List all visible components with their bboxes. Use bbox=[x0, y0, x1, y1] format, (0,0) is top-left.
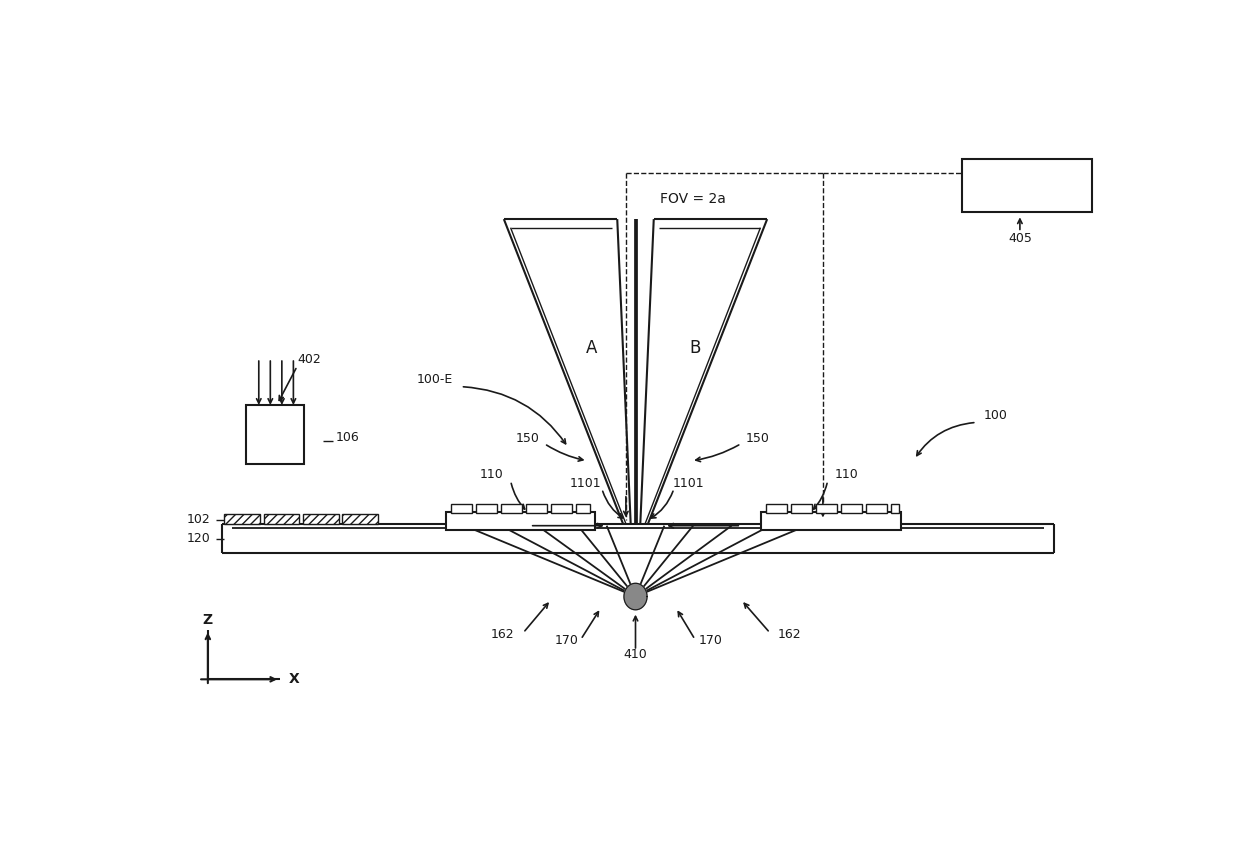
Text: 162: 162 bbox=[491, 628, 515, 641]
Text: 402: 402 bbox=[298, 353, 321, 366]
Bar bbox=[526, 504, 547, 513]
Bar bbox=[962, 159, 1092, 212]
Text: 102: 102 bbox=[187, 513, 211, 525]
Bar bbox=[841, 504, 862, 513]
Text: 1101: 1101 bbox=[569, 476, 601, 490]
Bar bbox=[303, 514, 339, 524]
Bar bbox=[892, 504, 899, 513]
Text: 170: 170 bbox=[554, 635, 578, 648]
Text: 162: 162 bbox=[777, 628, 801, 641]
Bar bbox=[264, 514, 299, 524]
Text: 100: 100 bbox=[983, 409, 1007, 422]
Bar bbox=[501, 504, 522, 513]
Text: 410: 410 bbox=[624, 648, 647, 660]
Text: 150: 150 bbox=[516, 433, 539, 445]
Bar bbox=[342, 514, 378, 524]
Text: X: X bbox=[289, 673, 300, 686]
Bar bbox=[791, 504, 812, 513]
Bar bbox=[816, 504, 837, 513]
Bar bbox=[451, 504, 472, 513]
Bar bbox=[446, 512, 595, 530]
Text: 120: 120 bbox=[187, 532, 211, 545]
Text: 100-E: 100-E bbox=[417, 373, 453, 386]
Text: 1101: 1101 bbox=[672, 476, 704, 490]
Bar bbox=[224, 514, 259, 524]
Text: A: A bbox=[585, 339, 596, 357]
Bar bbox=[247, 404, 304, 464]
Text: RF CONTROLLER: RF CONTROLLER bbox=[972, 180, 1083, 193]
Text: Z: Z bbox=[203, 612, 213, 627]
Text: 170: 170 bbox=[698, 635, 723, 648]
Bar bbox=[476, 504, 497, 513]
Text: FOV = 2a: FOV = 2a bbox=[660, 193, 727, 206]
Text: B: B bbox=[689, 339, 701, 357]
Text: 110: 110 bbox=[480, 468, 503, 481]
Bar bbox=[575, 504, 590, 513]
Bar bbox=[761, 512, 900, 530]
Text: 106: 106 bbox=[336, 431, 360, 444]
Bar bbox=[766, 504, 787, 513]
Text: 405: 405 bbox=[1008, 232, 1032, 245]
Text: 150: 150 bbox=[746, 433, 770, 445]
Text: 110: 110 bbox=[835, 468, 859, 481]
Bar bbox=[866, 504, 888, 513]
Polygon shape bbox=[624, 583, 647, 610]
Bar bbox=[551, 504, 572, 513]
